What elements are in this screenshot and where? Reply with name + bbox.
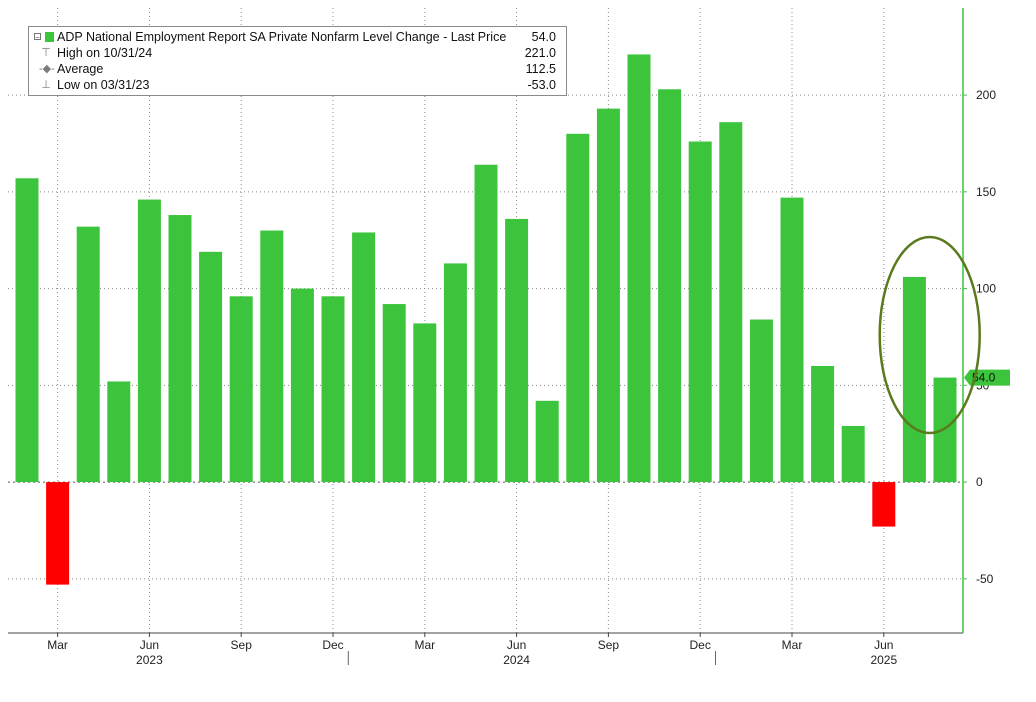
y-tick-label: 150 (976, 185, 996, 199)
y-tick-label: 100 (976, 282, 996, 296)
year-label: 2024 (503, 653, 530, 667)
x-tick-label: Sep (231, 638, 253, 652)
bar (566, 133, 590, 483)
bar (658, 89, 682, 483)
average-marker-icon: -◆- (39, 63, 55, 75)
collapse-icon[interactable]: − (34, 33, 41, 42)
legend-high-row: ⊤ High on 10/31/24 221.0 (37, 45, 560, 61)
x-tick-label: Mar (414, 638, 435, 652)
bar (76, 226, 100, 483)
bar (199, 251, 223, 483)
bar (596, 108, 620, 483)
x-tick-label: Jun (874, 638, 893, 652)
x-tick-label: Dec (322, 638, 343, 652)
x-tick-label: Mar (47, 638, 68, 652)
bar (229, 296, 253, 483)
legend-low-value: -53.0 (527, 78, 557, 92)
y-tick-label: 0 (976, 475, 983, 489)
legend-high-label: High on 10/31/24 (57, 46, 153, 60)
bar (627, 54, 651, 483)
bar (902, 276, 926, 483)
bar (352, 232, 376, 483)
x-tick-label: Jun (507, 638, 526, 652)
bar (780, 197, 804, 483)
x-tick-label: Sep (598, 638, 620, 652)
year-label: 2023 (136, 653, 163, 667)
y-tick-label: -50 (976, 572, 994, 586)
legend-high-value: 221.0 (524, 46, 556, 60)
legend-average-row: -◆- Average 112.5 (37, 61, 560, 77)
bar (413, 323, 437, 483)
bar (535, 400, 559, 483)
legend-series-label: ADP National Employment Report SA Privat… (57, 30, 507, 44)
bar (841, 425, 865, 483)
bar (15, 178, 39, 483)
bar (290, 288, 314, 483)
bar (933, 377, 957, 483)
x-tick-label: Mar (782, 638, 803, 652)
bar (474, 164, 498, 483)
highlight-ellipse (878, 235, 981, 435)
year-label: 2025 (870, 653, 897, 667)
bar (719, 122, 743, 483)
legend-last-value: 54.0 (531, 30, 556, 44)
x-tick-label: Jun (140, 638, 159, 652)
bar (505, 218, 529, 483)
legend: − ADP National Employment Report SA Priv… (28, 26, 567, 96)
bar (260, 230, 284, 483)
bar (443, 263, 467, 483)
y-tick-label: 200 (976, 88, 996, 102)
series-swatch (45, 32, 54, 42)
last-price-label: 54.0 (972, 371, 996, 385)
bar (46, 482, 70, 585)
x-tick-label: Dec (690, 638, 711, 652)
bar (382, 304, 406, 483)
bar (872, 482, 896, 527)
bar (321, 296, 345, 483)
legend-average-value: 112.5 (525, 62, 556, 76)
bar (107, 381, 131, 483)
legend-low-row: ⊥ Low on 03/31/23 -53.0 (37, 77, 560, 93)
legend-average-label: Average (57, 62, 104, 76)
bar (688, 141, 712, 483)
bar (137, 199, 161, 483)
legend-series-row: − ADP National Employment Report SA Priv… (34, 29, 560, 45)
bar (749, 319, 773, 483)
low-marker-icon: ⊥ (41, 79, 51, 91)
bar (811, 365, 835, 483)
legend-low-label: Low on 03/31/23 (57, 78, 150, 92)
bar (168, 215, 192, 483)
high-marker-icon: ⊤ (41, 47, 51, 59)
